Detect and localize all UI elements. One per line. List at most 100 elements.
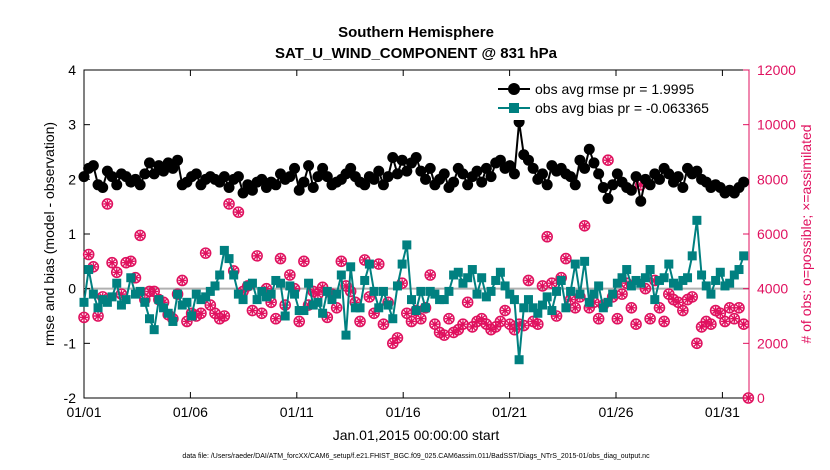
obs-assimilated-point bbox=[248, 306, 257, 315]
obs-assimilated-cross bbox=[618, 290, 627, 299]
bias-point bbox=[706, 289, 716, 299]
x-axis: 01/01 01/06 01/11 01/16 01/21 01/26 01/31 bbox=[66, 70, 740, 420]
obs-assimilated-point bbox=[725, 303, 734, 312]
bias-point bbox=[697, 270, 707, 280]
bias-point bbox=[552, 286, 562, 296]
obs-assimilated-cross bbox=[318, 283, 327, 292]
rmse-point bbox=[391, 168, 403, 180]
obs-assimilated-point bbox=[487, 325, 496, 334]
obs-assimilated-cross bbox=[285, 271, 294, 279]
bias-point bbox=[364, 259, 374, 269]
obs-assimilated-point bbox=[660, 317, 669, 326]
obs-possible-point bbox=[377, 318, 390, 331]
obs-possible-point bbox=[424, 269, 437, 281]
obs-assimilated-point bbox=[398, 279, 407, 288]
obs-assimilated-point bbox=[706, 320, 715, 329]
y-right-tick-label: 12000 bbox=[757, 62, 796, 78]
obs-assimilated-point bbox=[688, 292, 697, 301]
legend-rmse-label: obs avg rmse pr = 1.9995 bbox=[535, 81, 694, 97]
bias-point bbox=[304, 278, 314, 288]
rmse-point bbox=[611, 168, 623, 180]
obs-assimilated-cross bbox=[711, 306, 720, 315]
bias-point bbox=[584, 297, 594, 307]
bias-point bbox=[678, 275, 688, 285]
obs-assimilated-cross bbox=[80, 313, 88, 322]
obs-assimilated-cross bbox=[660, 317, 669, 326]
bias-point bbox=[729, 270, 739, 280]
obs-assimilated-point bbox=[669, 295, 678, 304]
bias-point bbox=[715, 267, 725, 277]
obs-assimilated-cross bbox=[388, 339, 397, 348]
obs-assimilated-cross bbox=[585, 303, 594, 312]
obs-assimilated-cross bbox=[515, 320, 524, 329]
bias-point bbox=[126, 273, 136, 283]
obs-assimilated-cross bbox=[547, 279, 556, 288]
bias-point bbox=[149, 325, 159, 335]
bias-point bbox=[725, 278, 735, 288]
rmse-point bbox=[256, 173, 268, 185]
obs-assimilated-cross bbox=[271, 314, 280, 323]
obs-assimilated-point bbox=[594, 314, 603, 323]
obs-assimilated-point bbox=[735, 303, 744, 312]
bias-point bbox=[116, 300, 126, 310]
rmse-point bbox=[410, 151, 422, 163]
obs-assimilated-cross bbox=[253, 251, 262, 260]
x-tick-label: 01/11 bbox=[280, 404, 314, 420]
bias-point bbox=[79, 297, 89, 307]
obs-assimilated-cross bbox=[739, 320, 748, 329]
obs-possible-point bbox=[110, 266, 123, 279]
obs-possible-point bbox=[101, 198, 114, 210]
bias-point bbox=[701, 281, 711, 291]
obs-assimilated-point bbox=[491, 322, 500, 331]
obs-assimilated-point bbox=[519, 321, 528, 330]
obs-assimilated-cross bbox=[192, 312, 201, 320]
bias-point bbox=[664, 259, 674, 269]
obs-assimilated-cross bbox=[505, 320, 514, 329]
obs-assimilated-point bbox=[622, 279, 631, 288]
bias-point bbox=[472, 289, 482, 299]
obs-possible-point bbox=[232, 206, 245, 218]
obs-assimilated-point bbox=[309, 287, 318, 296]
obs-possible-point bbox=[499, 304, 511, 317]
obs-possible-point bbox=[560, 252, 572, 265]
bias-point bbox=[598, 303, 608, 313]
bias-point bbox=[500, 281, 510, 291]
bias-point bbox=[261, 292, 271, 302]
obs-possible-point bbox=[541, 230, 553, 243]
obs-assimilated-cross bbox=[313, 290, 322, 299]
rmse-point bbox=[303, 160, 315, 172]
rmse-point bbox=[87, 160, 99, 172]
bias-point bbox=[739, 251, 749, 261]
rmse-point bbox=[738, 176, 750, 188]
obs-assimilated-cross bbox=[561, 254, 570, 263]
x-tick-label: 01/16 bbox=[386, 404, 421, 420]
bias-point bbox=[308, 300, 318, 310]
obs-possible-point bbox=[274, 252, 287, 265]
obs-assimilated-point bbox=[370, 309, 379, 318]
bias-point bbox=[378, 286, 388, 296]
obs-assimilated-cross bbox=[215, 314, 224, 323]
obs-assimilated-cross bbox=[239, 287, 248, 296]
bias-point bbox=[444, 286, 454, 296]
obs-assimilated-cross bbox=[309, 287, 318, 296]
obs-assimilated-cross bbox=[407, 317, 416, 326]
obs-assimilated-point bbox=[285, 271, 294, 279]
obs-assimilated-cross bbox=[360, 255, 369, 264]
rmse-point bbox=[144, 157, 156, 169]
bias-point bbox=[449, 270, 459, 280]
bias-point bbox=[88, 289, 98, 299]
x-tick-label: 01/01 bbox=[66, 404, 101, 420]
obs-assimilated-point bbox=[711, 306, 720, 315]
rmse-point bbox=[111, 179, 123, 191]
obs-assimilated-cross bbox=[594, 314, 603, 323]
obs-assimilated-point bbox=[267, 298, 276, 307]
obs-assimilated-cross bbox=[730, 314, 739, 323]
bias-point bbox=[388, 314, 398, 324]
obs-assimilated-point bbox=[632, 320, 641, 329]
bias-point bbox=[654, 275, 664, 285]
rmse-point bbox=[78, 171, 90, 183]
rmse-point bbox=[148, 168, 160, 180]
obs-assimilated-cross bbox=[178, 276, 187, 285]
obs-assimilated-cross bbox=[669, 295, 678, 304]
obs-assimilated-cross bbox=[145, 287, 154, 296]
